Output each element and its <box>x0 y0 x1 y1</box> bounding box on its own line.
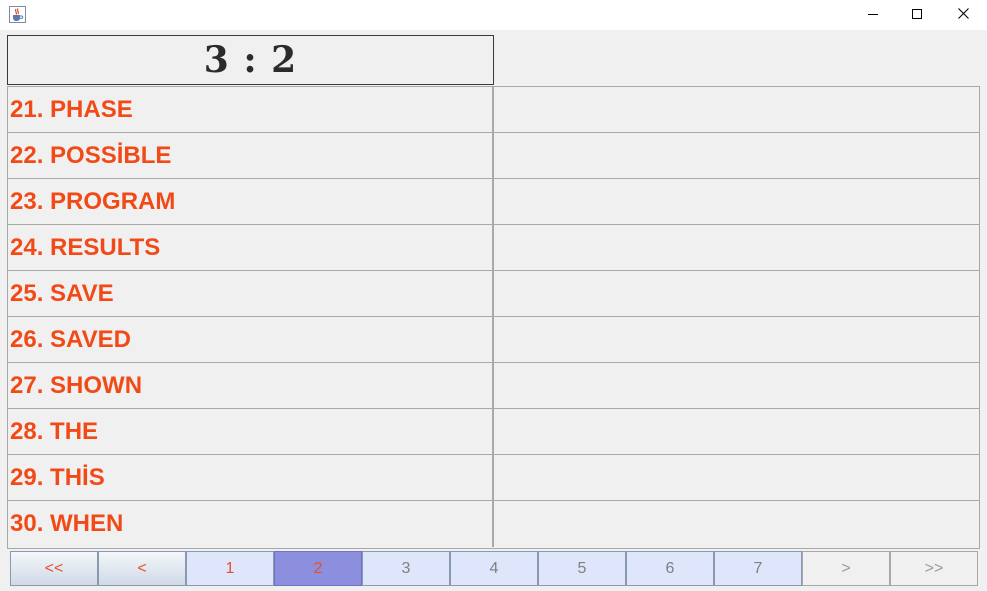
page-button-1[interactable]: 1 <box>186 551 274 586</box>
table-row: 26. SAVED <box>8 317 979 363</box>
maximize-icon <box>912 6 922 24</box>
word-label: 28. THE <box>10 417 99 445</box>
pagination-bar: << < 1 2 3 4 5 6 7 > >> <box>10 551 978 586</box>
word-label: 22. POSSİBLE <box>10 141 172 169</box>
answer-cell[interactable] <box>496 271 979 316</box>
word-cell[interactable]: 28. THE <box>8 409 494 454</box>
page-button-6[interactable]: 6 <box>626 551 714 586</box>
page-button-5[interactable]: 5 <box>538 551 626 586</box>
close-button[interactable] <box>940 0 986 30</box>
answer-cell[interactable] <box>496 133 979 178</box>
word-cell[interactable]: 24. RESULTS <box>8 225 494 270</box>
table-row: 25. SAVE <box>8 271 979 317</box>
table-row: 29. THİS <box>8 455 979 501</box>
table-row: 30. WHEN <box>8 501 979 547</box>
table-row: 27. SHOWN <box>8 363 979 409</box>
word-label: 24. RESULTS <box>10 233 161 261</box>
answer-cell[interactable] <box>496 317 979 362</box>
first-page-button[interactable]: << <box>10 551 98 586</box>
word-cell[interactable]: 22. POSSİBLE <box>8 133 494 178</box>
previous-page-button[interactable]: < <box>98 551 186 586</box>
word-label: 30. WHEN <box>10 510 124 537</box>
score-label: 3 : 2 <box>203 39 298 81</box>
close-icon <box>957 6 969 24</box>
word-label: 27. SHOWN <box>10 371 143 399</box>
table-row: 22. POSSİBLE <box>8 133 979 179</box>
word-label: 26. SAVED <box>10 325 131 353</box>
page-button-2-current[interactable]: 2 <box>274 551 362 586</box>
word-label: 23. PROGRAM <box>10 187 176 215</box>
answer-cell[interactable] <box>496 501 979 547</box>
word-label: 29. THİS <box>10 463 105 491</box>
word-label: 21. PHASE <box>10 95 133 123</box>
table-row: 21. PHASE <box>8 87 979 133</box>
next-page-button[interactable]: > <box>802 551 890 586</box>
answer-cell[interactable] <box>496 179 979 224</box>
word-label: 25. SAVE <box>10 279 114 307</box>
minimize-button[interactable] <box>850 0 896 30</box>
word-cell[interactable]: 26. SAVED <box>8 317 494 362</box>
page-button-7[interactable]: 7 <box>714 551 802 586</box>
java-cup-icon <box>9 6 26 23</box>
table-row: 28. THE <box>8 409 979 455</box>
title-bar <box>0 0 987 30</box>
word-cell[interactable]: 21. PHASE <box>8 87 494 132</box>
word-table: 21. PHASE 22. POSSİBLE 23. PROGRAM 24. R… <box>7 86 980 549</box>
maximize-button[interactable] <box>894 0 940 30</box>
minimize-icon <box>868 6 878 24</box>
answer-cell[interactable] <box>496 363 979 408</box>
score-panel: 3 : 2 <box>7 35 494 85</box>
word-cell[interactable]: 27. SHOWN <box>8 363 494 408</box>
page-button-3[interactable]: 3 <box>362 551 450 586</box>
word-cell[interactable]: 23. PROGRAM <box>8 179 494 224</box>
answer-cell[interactable] <box>496 225 979 270</box>
word-cell[interactable]: 29. THİS <box>8 455 494 500</box>
answer-cell[interactable] <box>496 409 979 454</box>
table-row: 23. PROGRAM <box>8 179 979 225</box>
page-button-4[interactable]: 4 <box>450 551 538 586</box>
table-row: 24. RESULTS <box>8 225 979 271</box>
word-cell[interactable]: 25. SAVE <box>8 271 494 316</box>
word-cell[interactable]: 30. WHEN <box>8 501 494 547</box>
last-page-button[interactable]: >> <box>890 551 978 586</box>
answer-cell[interactable] <box>496 455 979 500</box>
answer-cell[interactable] <box>496 87 979 132</box>
